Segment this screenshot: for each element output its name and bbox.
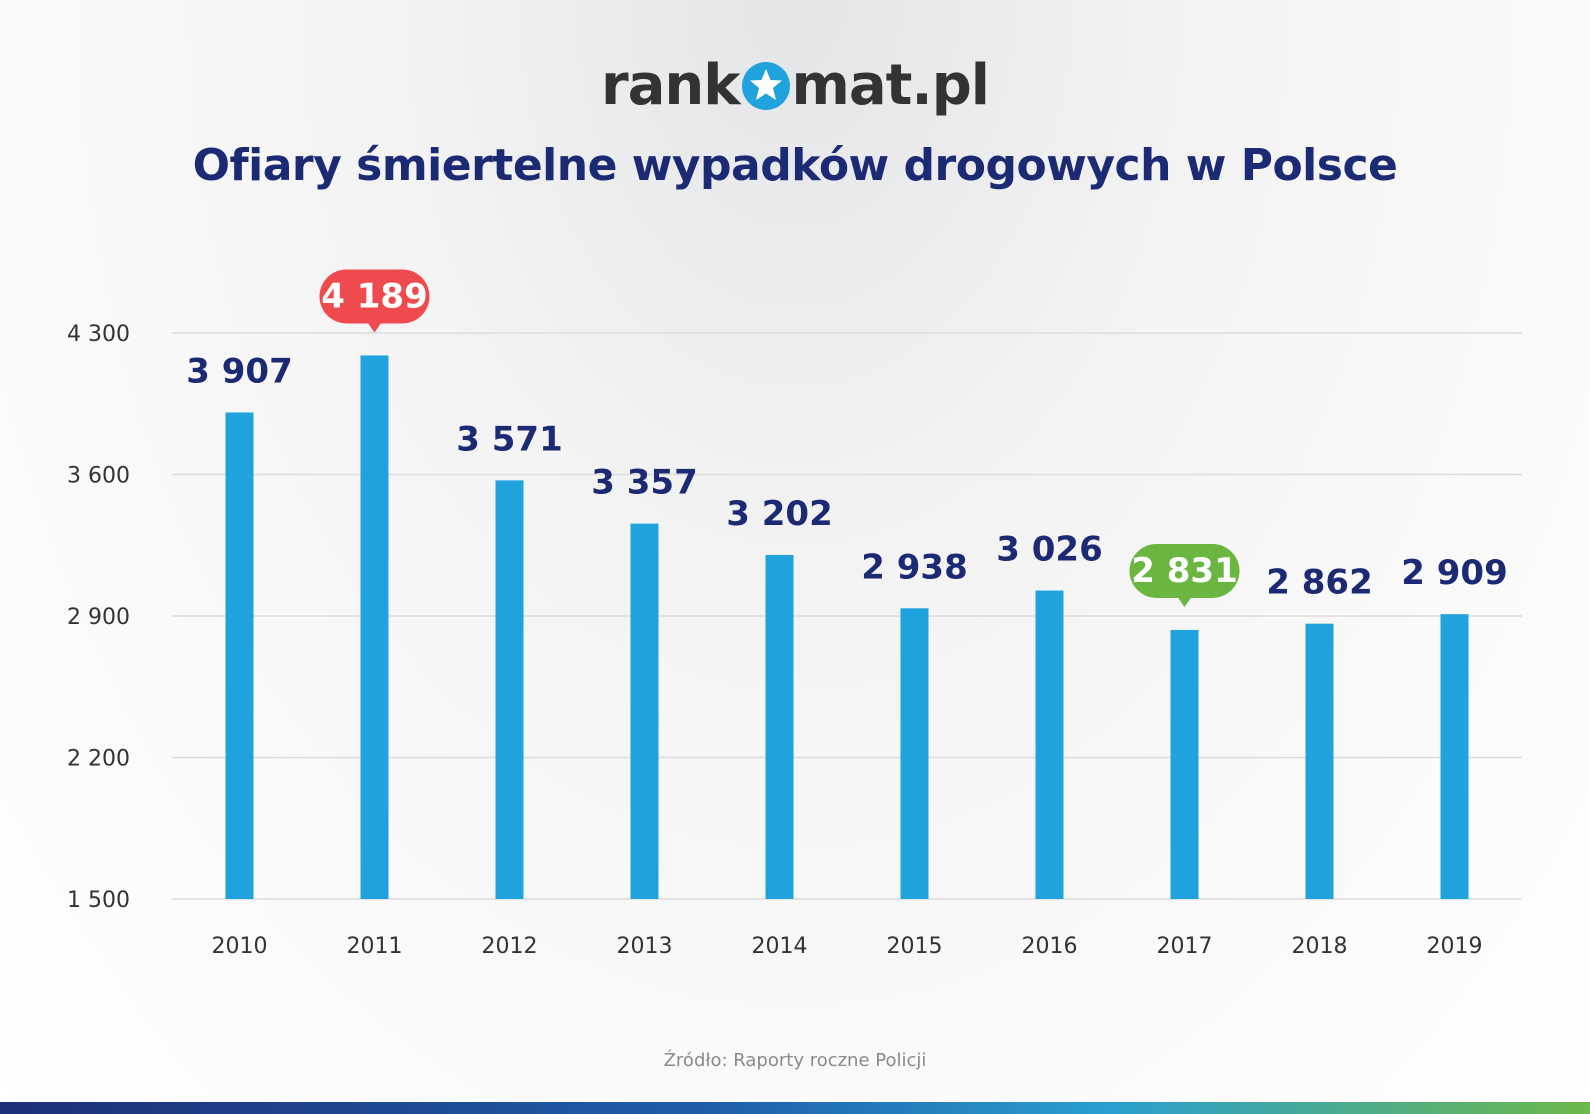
bar — [1305, 623, 1334, 899]
bar — [495, 480, 524, 899]
x-tick-label: 2017 — [1157, 934, 1213, 959]
x-tick-label: 2012 — [482, 934, 538, 959]
star-in-circle-icon — [741, 62, 790, 110]
chart-title: Ofiary śmiertelne wypadków drogowych w P… — [192, 140, 1398, 191]
y-tick-label: 2 200 — [67, 747, 130, 772]
min-value-badge — [1129, 543, 1240, 598]
source-note: Źródło: Raporty roczne Policji — [663, 1050, 927, 1071]
y-tick-label: 3 600 — [67, 464, 130, 489]
bar — [1035, 590, 1064, 899]
bar — [630, 523, 659, 899]
x-tick-label: 2014 — [752, 934, 808, 959]
x-tick-label: 2015 — [887, 934, 943, 959]
badge-pointer — [1177, 596, 1192, 607]
logo-text-end: mat.pl — [791, 53, 990, 118]
value-label: 2 938 — [861, 547, 967, 587]
brand-logo: rank mat.pl — [0, 52, 1590, 120]
value-label: 3 357 — [591, 463, 697, 503]
bar-chart: 1 500 2 200 2 900 3 600 4 300 2010 3 907 2011 4 … — [67, 269, 1522, 959]
value-label: 4 189 — [321, 276, 427, 316]
bar — [225, 412, 254, 899]
value-label: 3 026 — [996, 530, 1102, 570]
x-tick-label: 2010 — [212, 934, 268, 959]
value-label: 3 907 — [186, 351, 292, 391]
bar — [360, 355, 389, 899]
logo-text-start: rank — [601, 53, 741, 118]
bottom-gradient-bar — [0, 1102, 1590, 1114]
y-tick-label: 2 900 — [67, 605, 130, 630]
x-tick-label: 2016 — [1022, 934, 1078, 959]
value-label: 3 571 — [456, 419, 562, 459]
x-tick-label: 2019 — [1427, 934, 1483, 959]
x-tick-label: 2018 — [1292, 934, 1348, 959]
value-label: 2 909 — [1401, 553, 1507, 593]
x-tick-label: 2013 — [617, 934, 673, 959]
value-label: 3 202 — [726, 494, 832, 534]
x-tick-label: 2011 — [347, 934, 403, 959]
bar — [1170, 629, 1199, 899]
value-label: 2 862 — [1266, 563, 1372, 603]
badge-pointer — [367, 322, 382, 333]
y-tick-label: 1 500 — [67, 888, 130, 913]
y-tick-label: 4 300 — [67, 322, 130, 347]
max-value-badge — [319, 269, 430, 324]
value-label: 2 831 — [1131, 551, 1237, 591]
bar — [1440, 614, 1469, 899]
bar — [765, 554, 794, 899]
bar — [900, 608, 929, 899]
